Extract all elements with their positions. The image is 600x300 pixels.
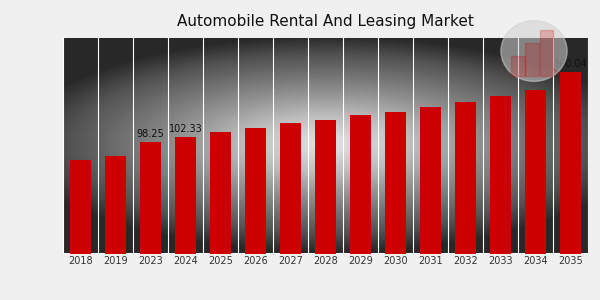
Text: 160.04: 160.04 [554, 59, 587, 69]
Title: Automobile Rental And Leasing Market: Automobile Rental And Leasing Market [177, 14, 474, 29]
Bar [385, 112, 406, 254]
Bar [419, 107, 442, 254]
Circle shape [501, 21, 567, 81]
Text: 98.25: 98.25 [137, 129, 164, 139]
Bar [245, 128, 266, 254]
Bar [455, 102, 476, 254]
Bar [490, 96, 511, 253]
Bar [104, 156, 127, 254]
Bar [524, 90, 547, 254]
Bar [560, 72, 581, 254]
Bar [350, 116, 371, 254]
Bar [314, 120, 337, 253]
Bar [140, 142, 161, 254]
Bar [511, 56, 524, 76]
Bar [70, 160, 91, 254]
Bar [209, 132, 232, 254]
Bar [540, 30, 553, 76]
FancyArrowPatch shape [554, 69, 559, 74]
Bar [526, 43, 539, 76]
Text: 102.33: 102.33 [169, 124, 202, 134]
Bar [175, 137, 196, 254]
Bar [280, 123, 301, 254]
